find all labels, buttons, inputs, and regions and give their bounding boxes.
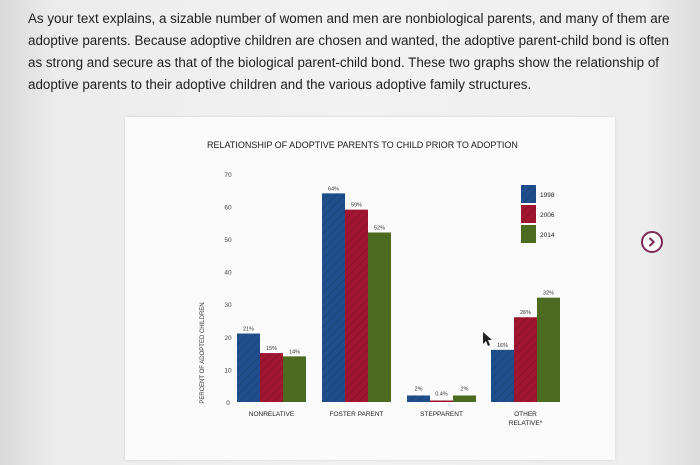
bar-value-label: 14% <box>289 349 300 355</box>
legend-label: 1998 <box>540 192 555 199</box>
bar <box>368 232 391 402</box>
bar-hatch <box>407 395 430 402</box>
chevron-right-icon <box>649 237 655 247</box>
y-tick-label: 20 <box>224 335 232 342</box>
y-tick-label: 60 <box>224 204 232 211</box>
y-tick-label: 50 <box>224 237 232 244</box>
bar-hatch <box>322 193 345 402</box>
bar <box>453 395 476 402</box>
bar-value-label: 21% <box>243 327 254 333</box>
bar-chart: RELATIONSHIP OF ADOPTIVE PARENTS TO CHIL… <box>200 140 560 427</box>
x-category-label: RELATIVE* <box>509 420 543 427</box>
y-axis-label: PERCENT OF ADOPTED CHILDREN <box>200 302 206 403</box>
chart-title: RELATIONSHIP OF ADOPTIVE PARENTS TO CHIL… <box>207 140 518 150</box>
y-tick-label: 0 <box>226 400 230 407</box>
bar-value-label: 0.4% <box>435 392 448 398</box>
x-category-label: OTHER <box>514 411 537 418</box>
bar-value-label: 16% <box>497 343 508 349</box>
bar-hatch <box>345 209 368 402</box>
cursor-pointer-icon <box>483 332 492 346</box>
x-category-label: STEPPARENT <box>420 411 463 418</box>
y-tick-label: 10 <box>224 367 232 374</box>
bar <box>283 356 306 402</box>
y-tick-label: 70 <box>224 172 232 179</box>
x-category-label: NONRELATIVE <box>249 411 295 418</box>
legend-label: 2014 <box>540 232 555 239</box>
next-button[interactable] <box>641 231 663 253</box>
y-tick-label: 30 <box>224 302 232 309</box>
x-category-label: FOSTER PARENT <box>329 411 383 418</box>
legend-swatch-hatch <box>521 185 536 203</box>
bar <box>537 297 560 402</box>
bar-hatch <box>514 317 537 402</box>
y-tick-label: 40 <box>224 270 232 277</box>
bar-value-label: 2% <box>461 386 469 392</box>
legend-swatch <box>521 225 536 243</box>
legend-label: 2006 <box>540 212 555 219</box>
bar-hatch <box>237 333 260 402</box>
bar-value-label: 2% <box>415 386 423 392</box>
bar-value-label: 32% <box>543 291 554 297</box>
bar-value-label: 26% <box>520 310 531 316</box>
bar-value-label: 59% <box>351 203 362 209</box>
intro-paragraph: As your text explains, a sizable number … <box>28 11 670 92</box>
bar-hatch <box>491 349 514 402</box>
chart-card: RELATIONSHIP OF ADOPTIVE PARENTS TO CHIL… <box>125 117 615 460</box>
legend-swatch-hatch <box>521 205 536 223</box>
bar-value-label: 64% <box>328 186 339 192</box>
bar-hatch <box>260 353 283 402</box>
bar-value-label: 15% <box>266 346 277 352</box>
bar-hatch <box>430 400 453 402</box>
bar-value-label: 52% <box>374 225 385 231</box>
